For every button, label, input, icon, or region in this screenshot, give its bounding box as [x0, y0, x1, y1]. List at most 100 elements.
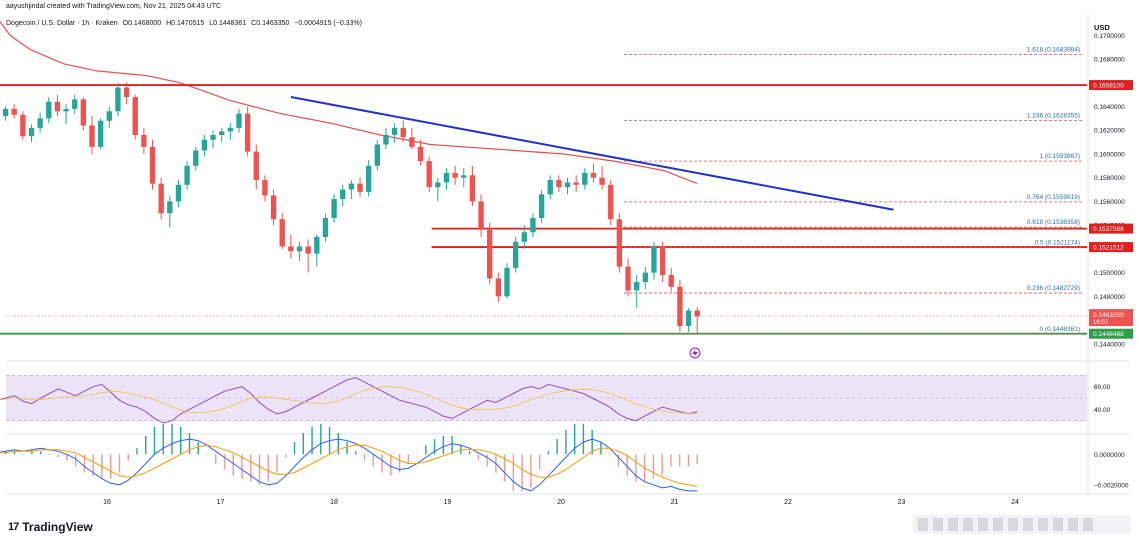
candle [115, 82, 121, 117]
candle [149, 139, 156, 190]
price-tick-label: 0.1680000 [1094, 57, 1125, 64]
candle [530, 213, 536, 238]
macd-histogram-bar [250, 454, 252, 482]
candle-body [417, 146, 424, 162]
candle-body [659, 246, 666, 275]
macd-histogram-bar [696, 454, 698, 464]
macd-signal-line [0, 444, 698, 487]
fib-level-label: 1 (0.1593987) [1040, 153, 1080, 160]
candle [538, 189, 545, 223]
tradingview-wordmark: TradingView [22, 520, 93, 534]
candle-body [357, 183, 363, 192]
trendline [290, 96, 894, 211]
price-tick-label: 0.1640000 [1094, 104, 1125, 111]
candle-body [461, 175, 467, 178]
candle [642, 266, 649, 290]
current-price-label: 0.1463350 [1093, 312, 1124, 319]
macd-histogram-bar [337, 432, 339, 455]
candle [219, 127, 225, 143]
candle [391, 123, 398, 143]
candle [521, 225, 527, 249]
candle [478, 194, 484, 238]
x-tick-label: 24 [1011, 499, 1019, 506]
candle [694, 306, 700, 335]
candle [158, 177, 164, 220]
candle-body [582, 172, 588, 185]
macd-histogram-bar [407, 454, 410, 464]
macd-histogram-bar [521, 454, 523, 491]
macd-histogram-bar [127, 454, 129, 461]
x-tick-label: 16 [103, 499, 111, 506]
candle-body [97, 120, 104, 147]
candle [357, 177, 363, 197]
candle-body [314, 237, 320, 254]
macd-histogram-bar [503, 454, 506, 482]
macd-histogram-bar [398, 454, 401, 473]
price-tick-label: 0.1480000 [1094, 294, 1125, 301]
symbol-title[interactable]: Dogecoin / U.S. Dollar · 1h · Kraken [6, 20, 118, 27]
candle-body [175, 184, 182, 202]
candle-body [383, 134, 389, 145]
macd-histogram-bar [346, 442, 348, 455]
candle-body [374, 144, 380, 166]
rsi-tick-label: 40.00 [1094, 407, 1111, 414]
candle [46, 97, 52, 124]
macd-histogram-bar [83, 454, 86, 473]
level-price-label: 0.1448488 [1093, 331, 1124, 338]
candle-body [668, 274, 674, 287]
level-price-badge [1089, 223, 1133, 234]
macd-histogram-bar [372, 454, 375, 467]
macd-histogram-bar [293, 442, 296, 455]
candle-body [409, 137, 415, 147]
candle [409, 127, 415, 150]
high-value: H0.1470515 [166, 20, 205, 27]
candle-body [11, 108, 17, 115]
macd-histogram-bar [276, 454, 278, 473]
candle [417, 139, 424, 166]
currency-label: USD [1094, 23, 1110, 32]
candle [564, 177, 571, 195]
macd-histogram-bar [512, 454, 515, 491]
candle [28, 124, 35, 143]
candle-body [651, 246, 657, 273]
x-tick-label: 21 [671, 499, 679, 506]
macd-histogram-bar [39, 451, 42, 455]
macd-histogram-bar [626, 454, 628, 476]
candle [461, 168, 467, 188]
candle-body [504, 267, 510, 297]
candle-body [167, 201, 173, 214]
candle [175, 180, 182, 208]
candle-body [452, 172, 458, 178]
candle [106, 106, 112, 128]
macd-histogram-bar [381, 454, 383, 473]
close-value: C0.1463350 [251, 20, 290, 27]
macd-histogram-bar [232, 454, 234, 476]
candle [452, 165, 458, 185]
candle [383, 127, 389, 150]
macd-histogram-bar [591, 429, 593, 455]
macd-histogram-bar [363, 454, 366, 461]
candle-body [236, 113, 242, 128]
macd-histogram-bar [355, 451, 357, 455]
candle-body [340, 189, 346, 200]
fib-level-label: 0.236 (0.1482729) [1027, 285, 1080, 292]
level-price-label: 0.1658100 [1093, 83, 1124, 90]
candle [210, 130, 216, 149]
macd-line [0, 438, 698, 492]
macd-histogram-bar [267, 454, 269, 482]
macd-histogram-bar [215, 454, 217, 464]
candle-body [426, 161, 432, 188]
macd-histogram-bar [145, 436, 147, 455]
candle [322, 213, 329, 242]
tradingview-branding: 17 TradingView [8, 520, 93, 534]
candle [123, 82, 130, 105]
candle [504, 263, 510, 299]
macd-histogram-bar [31, 451, 33, 455]
fib-level-label: 1.618 (0.1683984) [1027, 46, 1080, 53]
macd-histogram-bar [320, 423, 322, 455]
candle [72, 94, 78, 114]
candle-body [685, 310, 692, 326]
candle [193, 146, 199, 171]
macd-histogram-bar [608, 454, 611, 455]
